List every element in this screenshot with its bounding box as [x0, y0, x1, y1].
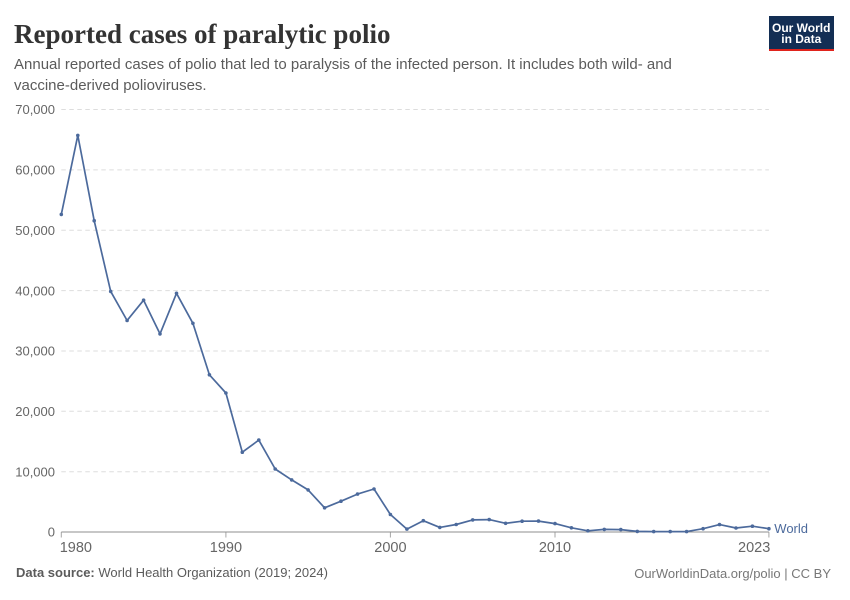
- svg-text:60,000: 60,000: [15, 163, 55, 178]
- svg-text:World: World: [774, 521, 808, 536]
- svg-text:1990: 1990: [210, 540, 242, 556]
- svg-text:70,000: 70,000: [15, 102, 55, 117]
- svg-text:0: 0: [48, 525, 55, 540]
- svg-text:50,000: 50,000: [15, 223, 55, 238]
- svg-text:40,000: 40,000: [15, 283, 55, 298]
- svg-text:2023: 2023: [738, 540, 770, 556]
- svg-text:20,000: 20,000: [15, 404, 55, 419]
- svg-text:1980: 1980: [60, 540, 92, 556]
- svg-text:10,000: 10,000: [15, 464, 55, 479]
- svg-text:2010: 2010: [539, 540, 571, 556]
- svg-text:2000: 2000: [374, 540, 406, 556]
- svg-text:30,000: 30,000: [15, 344, 55, 359]
